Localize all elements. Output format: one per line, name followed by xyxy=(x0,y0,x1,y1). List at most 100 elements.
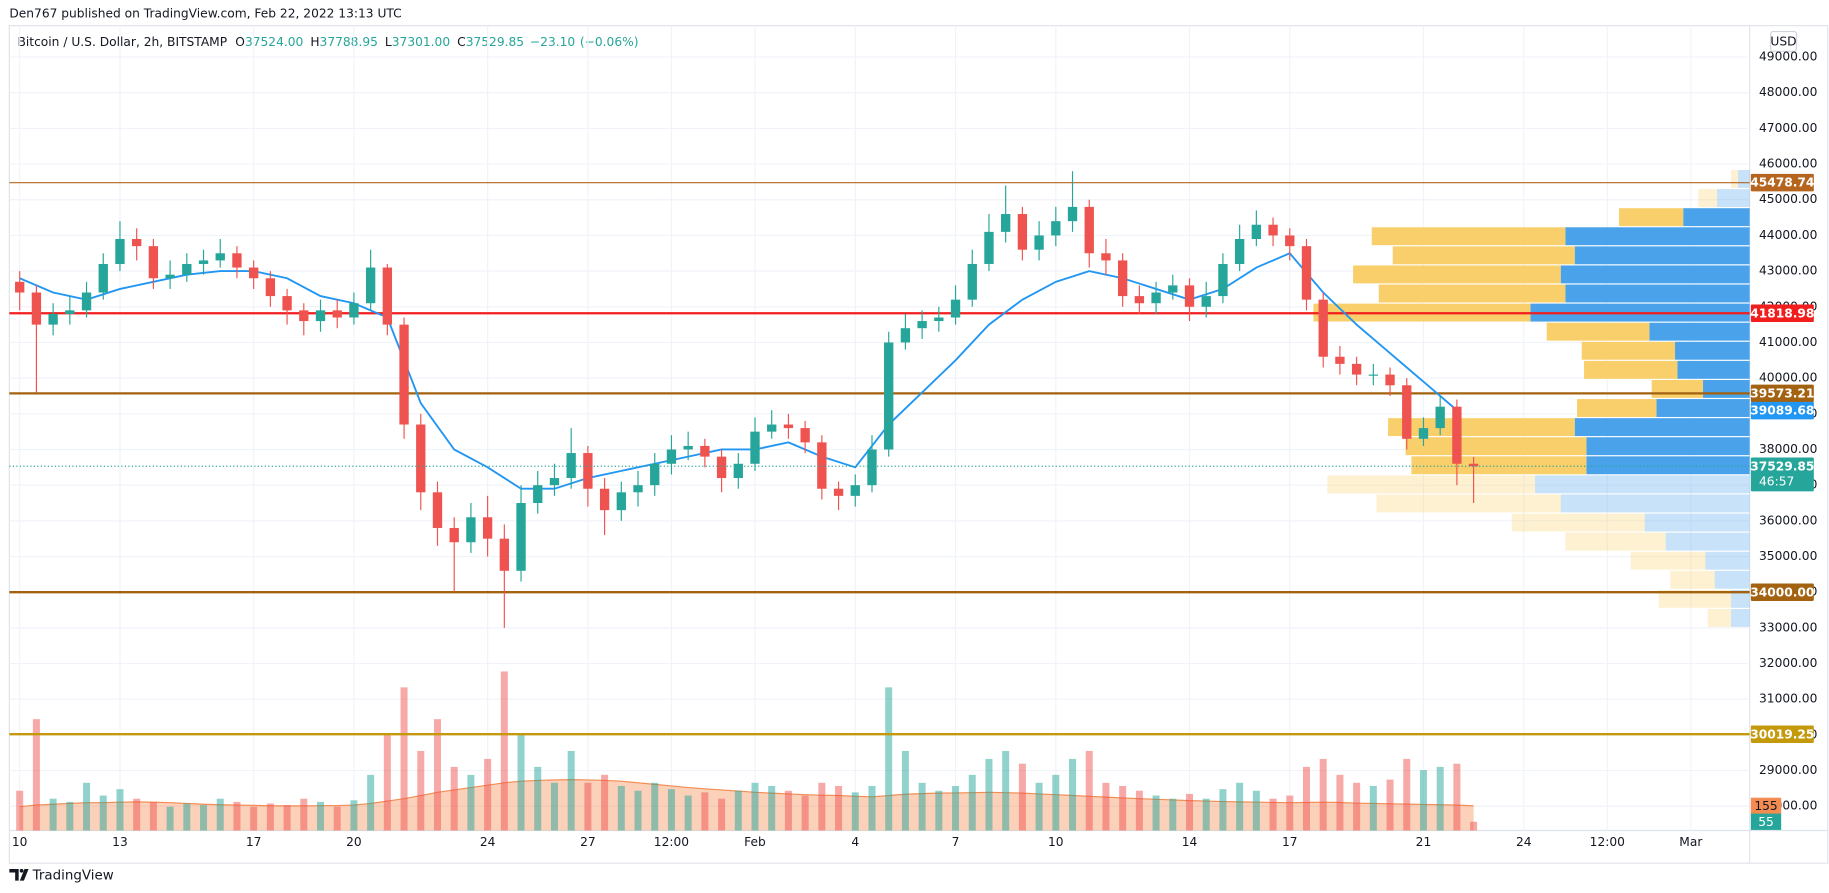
profile-down-bar xyxy=(1584,360,1678,379)
y-tick-label: 47000.00 xyxy=(1759,121,1817,135)
y-tick-label: 31000.00 xyxy=(1759,692,1817,706)
candle-body xyxy=(1452,406,1462,464)
volume-bar xyxy=(1152,795,1160,831)
volume-bar xyxy=(918,782,926,831)
candle-body xyxy=(1402,385,1412,439)
candle-body xyxy=(733,463,743,479)
candle-body xyxy=(633,485,643,493)
volume-bar xyxy=(49,798,57,831)
volume-bar xyxy=(133,798,141,831)
candle-body xyxy=(1335,356,1345,364)
current-price-label-box xyxy=(1750,457,1814,492)
volume-bar xyxy=(935,790,943,831)
candle-body xyxy=(499,538,509,571)
profile-down-bar xyxy=(1581,341,1676,360)
volume-bar xyxy=(1119,785,1127,831)
profile-down-bar xyxy=(1327,475,1536,494)
profile-down-bar xyxy=(1731,170,1739,188)
candle-body xyxy=(1368,374,1378,376)
candle-body xyxy=(583,453,593,489)
y-tick-label: 46000.00 xyxy=(1759,157,1817,171)
candle-body xyxy=(466,517,476,543)
y-tick-label: 43000.00 xyxy=(1759,264,1817,278)
candle-body xyxy=(31,292,42,325)
profile-down-bar xyxy=(1371,227,1566,246)
profile-up-bar xyxy=(1535,475,1750,494)
profile-up-bar xyxy=(1560,265,1750,284)
candle-body xyxy=(1184,285,1195,307)
x-tick-label: 20 xyxy=(346,835,362,849)
ma-label-box xyxy=(1750,401,1814,420)
candle-body xyxy=(566,453,576,479)
candle-body xyxy=(299,310,309,322)
volume-bar xyxy=(768,785,776,831)
volume-bar xyxy=(901,750,909,831)
volume-bar xyxy=(183,803,191,831)
profile-up-bar xyxy=(1717,189,1750,208)
candle-body xyxy=(48,313,58,325)
volume-bar xyxy=(567,750,575,831)
candle-body xyxy=(349,303,359,318)
volume-bar xyxy=(550,782,558,831)
volume-bar xyxy=(266,803,274,831)
volume-bar xyxy=(734,790,742,831)
candle-body xyxy=(1218,263,1228,297)
currency-badge[interactable] xyxy=(1770,30,1797,52)
volume-ma-label-box xyxy=(1750,797,1782,815)
y-tick-label: 41000.00 xyxy=(1759,335,1817,349)
x-tick-label: 13 xyxy=(112,835,128,849)
volume-bar xyxy=(1419,770,1427,831)
candle-body xyxy=(182,263,192,275)
profile-up-bar xyxy=(1656,399,1750,417)
volume-bar xyxy=(450,766,458,831)
profile-up-bar xyxy=(1586,456,1750,475)
chart-frame xyxy=(8,25,1829,864)
candle-body xyxy=(967,263,977,300)
volume-bar xyxy=(1286,795,1294,831)
ohlc-label: H xyxy=(310,34,319,48)
candle-body xyxy=(599,488,610,511)
profile-up-bar xyxy=(1574,418,1750,437)
y-tick-label: 35000.00 xyxy=(1759,549,1817,563)
profile-up-bar xyxy=(1683,208,1750,227)
candle-body xyxy=(416,424,426,493)
volume-bar xyxy=(166,806,174,831)
profile-down-bar xyxy=(1378,284,1566,303)
candle-body xyxy=(1067,206,1078,222)
candle-body xyxy=(1234,239,1245,264)
ohlc-value: 37529.85 xyxy=(466,34,524,48)
volume-bar xyxy=(1269,798,1277,831)
candle-body xyxy=(232,253,242,268)
profile-up-bar xyxy=(1565,227,1750,246)
volume-bar xyxy=(1052,774,1060,831)
y-tick-label: 32000.00 xyxy=(1759,656,1817,670)
volume-bar xyxy=(1102,782,1110,831)
profile-down-bar xyxy=(1651,379,1704,398)
level-label-box xyxy=(1750,725,1814,743)
candle-body xyxy=(1017,214,1028,250)
volume-bar xyxy=(233,801,241,831)
x-tick-label: 17 xyxy=(246,835,262,849)
candle-body xyxy=(248,267,259,279)
volume-bar xyxy=(1186,793,1194,831)
level-label: 30019.25 xyxy=(1750,727,1814,741)
volume-bar xyxy=(283,805,291,831)
volume-bar xyxy=(200,805,208,831)
volume-bar xyxy=(333,806,341,831)
candle-body xyxy=(449,527,459,543)
profile-down-bar xyxy=(1658,589,1732,608)
candle-body xyxy=(1268,224,1278,236)
candle-body xyxy=(332,310,342,318)
candle-body xyxy=(650,463,660,486)
x-tick-label: 14 xyxy=(1182,835,1198,849)
volume-bar xyxy=(634,790,642,831)
y-tick-label: 49000.00 xyxy=(1759,50,1817,64)
x-tick-label: Feb xyxy=(744,835,766,849)
volume-bar xyxy=(818,782,826,831)
volume-bar xyxy=(16,790,24,831)
profile-down-bar xyxy=(1405,437,1587,456)
profile-down-bar xyxy=(1670,570,1715,589)
volume-bar xyxy=(1135,790,1143,831)
volume-bar xyxy=(1369,785,1377,831)
